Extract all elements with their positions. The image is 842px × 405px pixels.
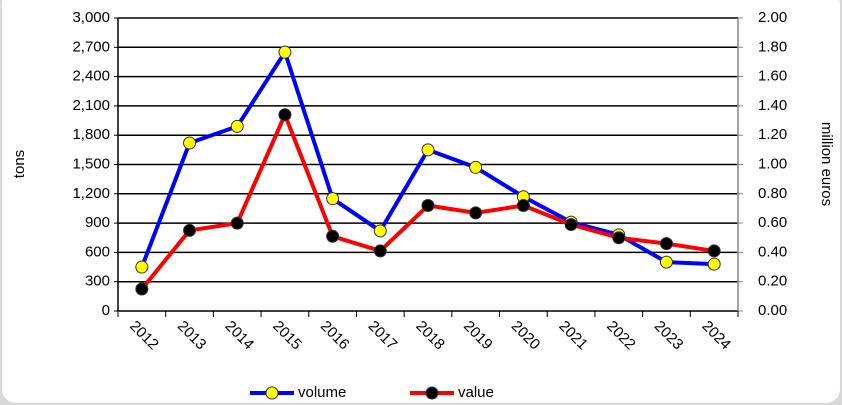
data-point <box>183 136 197 150</box>
data-point <box>183 223 197 237</box>
data-point <box>421 143 435 157</box>
y2-tick-label: 0.00 <box>758 302 787 319</box>
data-point <box>230 119 244 133</box>
legend-marker <box>425 386 439 400</box>
y-tick-label: 2,100 <box>72 97 110 114</box>
data-point <box>278 45 292 59</box>
legend-label: volume <box>298 384 346 401</box>
y-tick-label: 300 <box>85 273 110 290</box>
y2-tick-label: 0.80 <box>758 185 787 202</box>
data-point <box>659 255 673 269</box>
data-point <box>278 108 292 122</box>
y2-tick-label: 1.60 <box>758 68 787 85</box>
data-point <box>135 282 149 296</box>
data-point <box>516 199 530 213</box>
data-point <box>373 224 387 238</box>
data-point <box>469 160 483 174</box>
data-point <box>612 231 626 245</box>
y-tick-label: 2,400 <box>72 68 110 85</box>
y2-tick-label: 2.00 <box>758 9 787 26</box>
y-tick-label: 600 <box>85 243 110 260</box>
y2-tick-label: 0.40 <box>758 243 787 260</box>
y2-tick-label: 1.00 <box>758 155 787 172</box>
data-point <box>230 216 244 230</box>
y2-axis-label: million euros <box>818 122 835 206</box>
y-tick-label: 900 <box>85 214 110 231</box>
y-tick-label: 1,200 <box>72 185 110 202</box>
data-point <box>326 229 340 243</box>
y-tick-label: 1,800 <box>72 126 110 143</box>
y2-tick-label: 1.40 <box>758 97 787 114</box>
y2-tick-label: 0.20 <box>758 273 787 290</box>
y-tick-label: 0 <box>102 302 110 319</box>
data-point <box>564 218 578 232</box>
legend-label: value <box>458 384 494 401</box>
data-point <box>707 257 721 271</box>
legend-marker <box>265 386 279 400</box>
data-point <box>469 206 483 220</box>
data-point <box>135 260 149 274</box>
data-point <box>707 244 721 258</box>
y2-tick-label: 1.20 <box>758 126 787 143</box>
y-tick-label: 2,700 <box>72 38 110 55</box>
data-point <box>373 244 387 258</box>
data-point <box>659 237 673 251</box>
y-tick-label: 1,500 <box>72 155 110 172</box>
data-point <box>326 192 340 206</box>
y-tick-label: 3,000 <box>72 9 110 26</box>
y2-tick-label: 0.60 <box>758 214 787 231</box>
data-point <box>421 199 435 213</box>
y-axis-label: tons <box>11 150 28 178</box>
y2-tick-label: 1.80 <box>758 38 787 55</box>
